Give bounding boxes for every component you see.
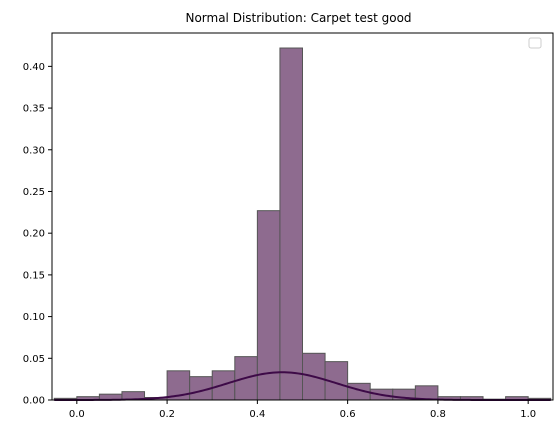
y-tick-label: 0.25 [23,187,45,198]
x-tick-label: 0.2 [159,409,175,420]
plot-frame [51,32,554,401]
chart-title: Normal Distribution: Carpet test good [185,11,411,25]
x-tick-label: 0.0 [69,409,85,420]
y-tick-label: 0.05 [23,354,45,365]
y-tick-label: 0.20 [23,229,45,240]
y-tick-label: 0.15 [23,270,45,281]
y-tick-label: 0.35 [23,104,45,115]
y-tick-label: 0.10 [23,312,45,323]
y-tick-label: 0.40 [23,62,45,73]
x-tick-label: 0.6 [340,409,356,420]
x-axis: 0.0 0.2 0.4 0.6 0.8 1.0 [69,400,536,420]
histogram-bars [53,47,552,401]
x-tick-label: 0.4 [249,409,265,420]
y-tick-label: 0.30 [23,145,45,156]
x-tick-label: 1.0 [520,409,536,420]
legend-box [528,37,542,49]
y-axis: 0.00 0.05 0.10 0.15 0.20 0.25 0.30 0.35 0.40 [23,62,52,407]
y-tick-label: 0.00 [23,396,45,407]
histogram-bar [279,47,304,401]
x-tick-label: 0.8 [430,409,446,420]
